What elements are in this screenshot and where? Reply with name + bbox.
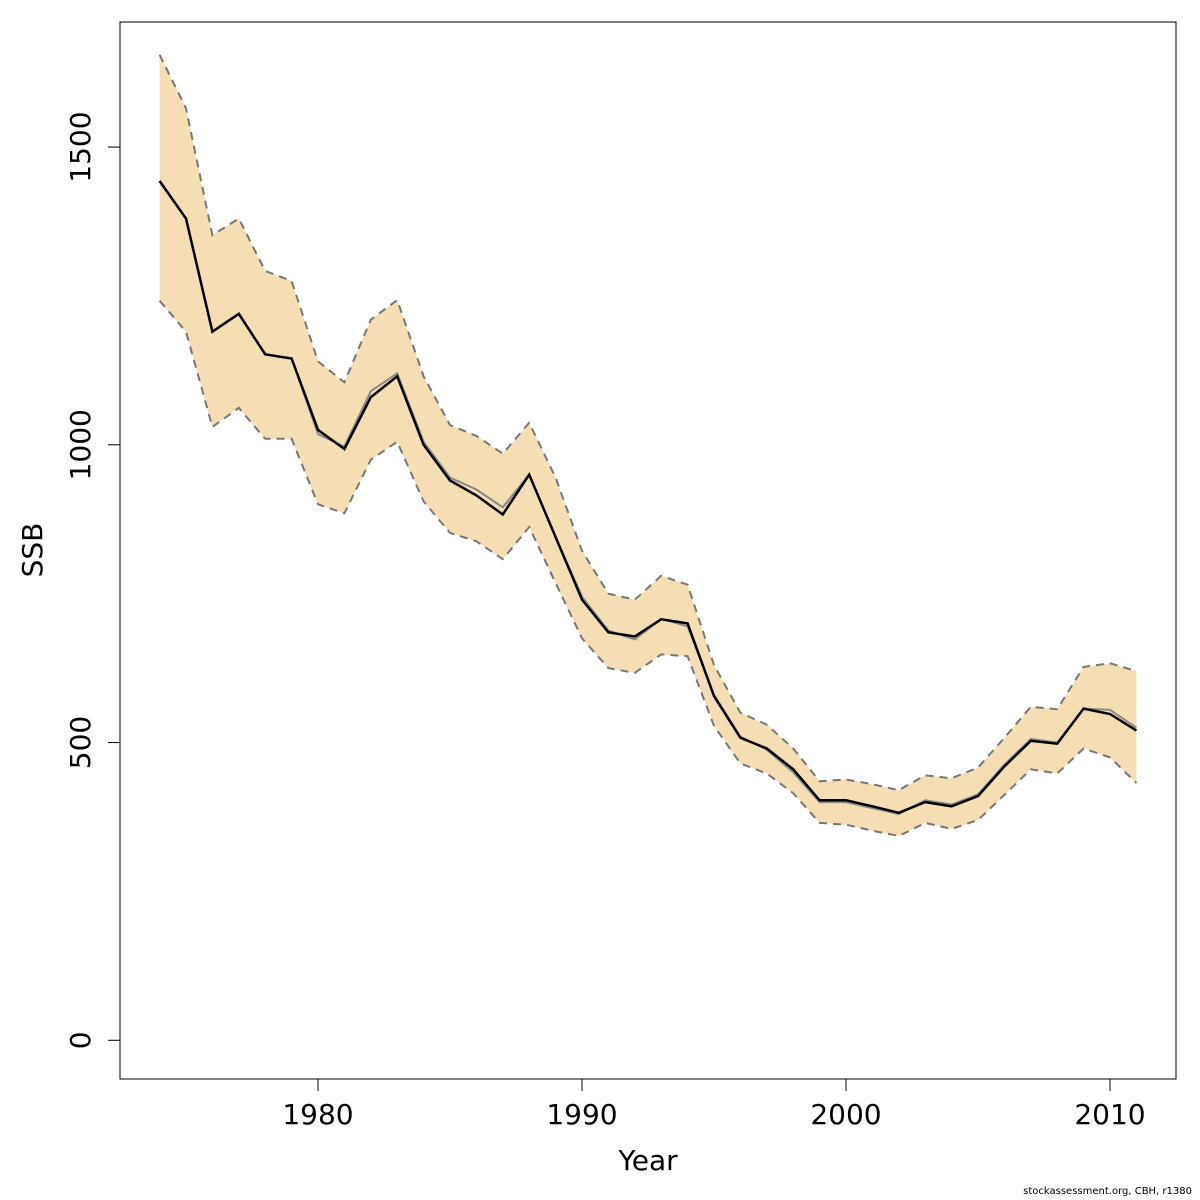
confidence-band — [159, 54, 1137, 837]
ssb-alt-line — [158, 180, 1137, 816]
plot-frame — [119, 21, 1177, 1080]
plot-area — [158, 54, 1138, 838]
x-tick-label-2000: 2000 — [810, 1098, 881, 1131]
x-tick-label-1980: 1980 — [282, 1098, 353, 1131]
axes: 1980 1990 2000 2010 0 500 1000 1500 — [64, 111, 1146, 1131]
lower-bound-line — [158, 300, 1138, 838]
x-axis-title: Year — [617, 1144, 678, 1177]
credit-text: stockassessment.org, CBH, r1380 — [1023, 1186, 1192, 1197]
x-tick-label-1990: 1990 — [546, 1098, 617, 1131]
y-axis-title: SSB — [16, 523, 49, 578]
upper-bound-line — [158, 54, 1137, 792]
y-tick-label-500: 500 — [64, 716, 97, 769]
y-tick-label-1000: 1000 — [64, 409, 97, 480]
y-tick-label-1500: 1500 — [64, 111, 97, 182]
ssb-estimate-line — [158, 180, 1138, 815]
x-tick-label-2010: 2010 — [1074, 1098, 1145, 1131]
y-tick-label-0: 0 — [64, 1031, 97, 1049]
